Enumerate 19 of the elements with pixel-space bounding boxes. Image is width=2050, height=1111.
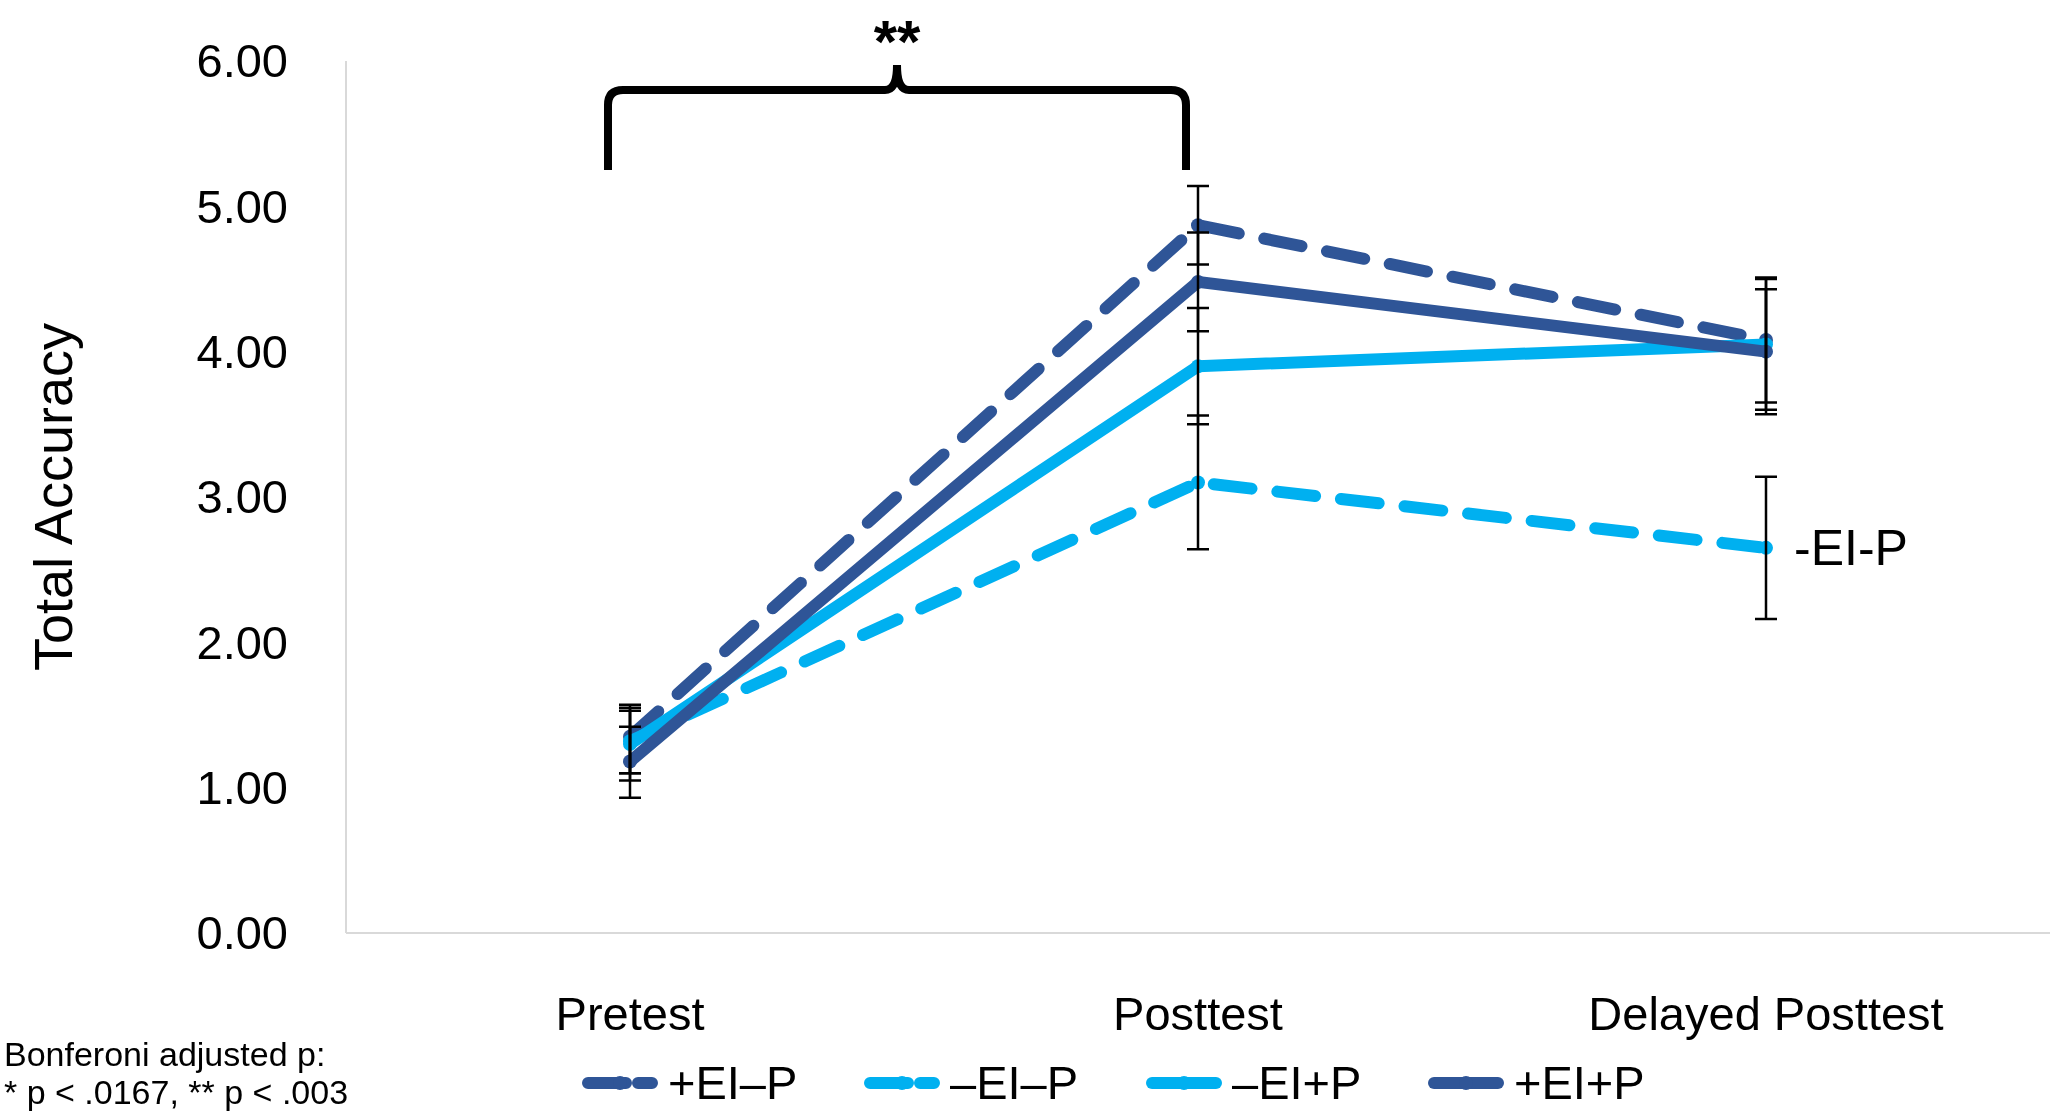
legend-label: –EI+P [1232, 1056, 1362, 1110]
x-tick-label: Delayed Posttest [1588, 987, 1944, 1040]
legend-label: +EI–P [668, 1056, 798, 1110]
x-tick-label: Pretest [555, 987, 705, 1040]
annotation: -EI-P [1794, 520, 1908, 577]
y-axis-title: Total Accuracy [23, 322, 83, 672]
y-tick-label: 3.00 [196, 470, 288, 524]
y-tick-label: 2.00 [196, 615, 288, 669]
annotation: ** [873, 8, 921, 75]
legend-label: +EI+P [1514, 1056, 1645, 1110]
x-tick-label: Posttest [1113, 987, 1283, 1040]
y-tick-label: 5.00 [196, 179, 288, 233]
text: * p < .0167, ** p < .003 [4, 1073, 349, 1111]
y-tick-label: 0.00 [196, 906, 288, 960]
y-tick-label: 6.00 [196, 34, 288, 88]
text: Bonferoni adjusted p: [4, 1035, 326, 1073]
legend-label: –EI–P [950, 1056, 1079, 1110]
y-tick-label: 1.00 [196, 761, 288, 815]
y-tick-label: 4.00 [196, 325, 288, 379]
